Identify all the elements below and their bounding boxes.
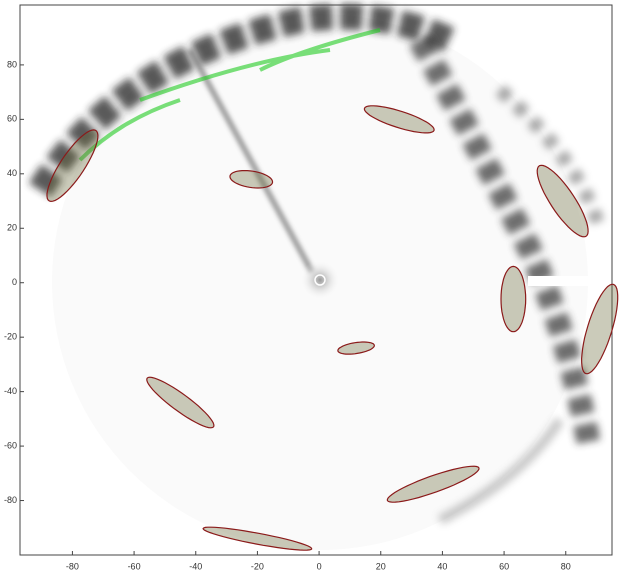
target-blob — [203, 527, 312, 551]
target-ellipse — [202, 526, 313, 551]
y-tick-label: -80 — [4, 495, 17, 505]
x-tick-label: 0 — [317, 561, 322, 571]
target-ellipse — [500, 265, 527, 333]
target-blob — [537, 165, 589, 237]
y-tick-label: -40 — [4, 386, 17, 396]
y-tick-label: -20 — [4, 332, 17, 342]
target-blob — [387, 466, 479, 503]
sensor — [314, 274, 326, 286]
y-tick-label: 80 — [7, 59, 17, 69]
echo-band — [409, 34, 602, 453]
radial-streak — [187, 48, 315, 274]
x-tick-label: -20 — [251, 561, 264, 571]
blank-sector — [528, 276, 608, 286]
target-ellipse — [580, 283, 619, 375]
echo-band — [437, 417, 565, 525]
x-tick-label: -80 — [66, 561, 79, 571]
x-tick-label: 80 — [561, 561, 571, 571]
echo-band — [28, 3, 456, 197]
target-blob — [364, 105, 435, 133]
target-ellipse — [229, 170, 274, 189]
target-blob — [501, 266, 526, 332]
sensor-halo — [300, 260, 340, 300]
target-blob — [47, 129, 98, 202]
target-ellipse — [536, 164, 589, 238]
x-tick-label: 60 — [499, 561, 509, 571]
y-tick-label: 40 — [7, 168, 17, 178]
target-ellipse — [337, 341, 375, 355]
target-ellipse — [46, 129, 99, 203]
target-ellipse — [146, 376, 215, 429]
plot-frame — [19, 4, 613, 556]
target-blob — [230, 170, 273, 188]
green-track — [78, 28, 381, 162]
x-tick-label: -40 — [189, 561, 202, 571]
x-tick-label: 40 — [437, 561, 447, 571]
x-tick-label: -60 — [128, 561, 141, 571]
echo-band — [495, 84, 607, 232]
y-tick-label: 20 — [7, 223, 17, 233]
y-tick-label: 0 — [12, 277, 17, 287]
y-tick-label: -60 — [4, 440, 17, 450]
target-ellipse — [363, 105, 435, 134]
x-tick-label: 20 — [376, 561, 386, 571]
sonar-background — [28, 3, 608, 550]
target-blob — [146, 377, 214, 428]
target-ellipse — [386, 465, 480, 503]
target-blob — [581, 284, 618, 374]
y-tick-label: 60 — [7, 114, 17, 124]
